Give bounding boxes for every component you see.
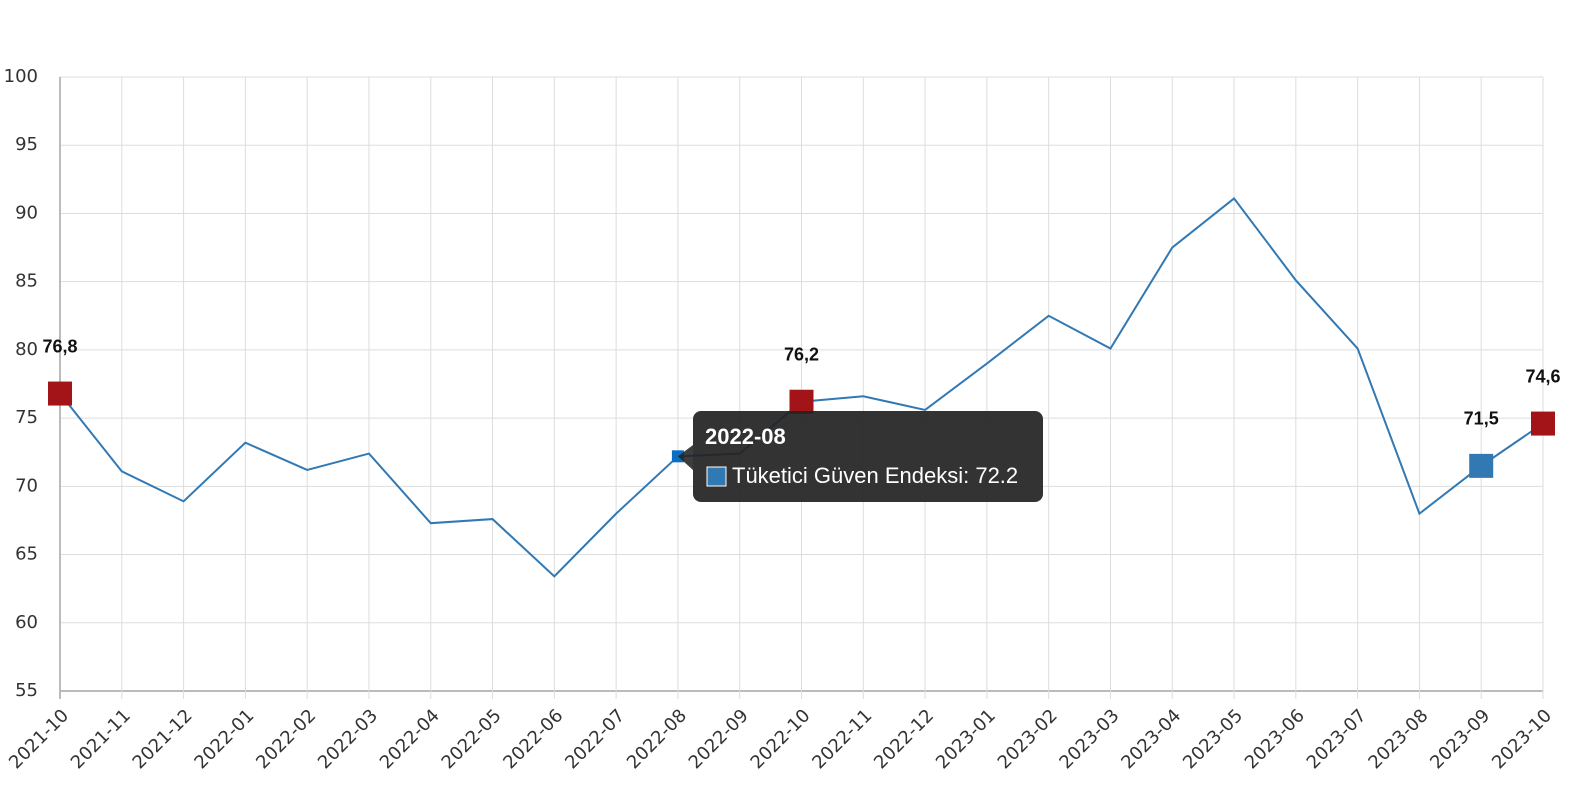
- x-tick-label: 2023-03: [1055, 705, 1123, 773]
- x-tick-label: 2022-02: [252, 705, 320, 773]
- y-tick-label: 90: [15, 202, 38, 223]
- x-tick-label: 2022-06: [499, 705, 567, 773]
- y-tick-label: 80: [15, 339, 38, 360]
- x-tick-label: 2022-08: [623, 705, 691, 773]
- value-label: 71,5: [1464, 409, 1499, 429]
- y-tick-label: 100: [4, 66, 38, 87]
- x-tick-label: 2022-05: [438, 705, 506, 773]
- x-tick-label: 2021-11: [67, 705, 135, 773]
- x-tick-label: 2022-07: [561, 705, 629, 773]
- x-tick-label: 2022-12: [870, 705, 938, 773]
- y-tick-label: 75: [15, 407, 38, 428]
- x-tick-label: 2023-04: [1117, 705, 1185, 773]
- x-tick-label: 2021-12: [129, 705, 197, 773]
- x-tick-label: 2023-05: [1179, 705, 1247, 773]
- marker: [48, 381, 72, 406]
- x-tick-label: 2022-11: [808, 705, 876, 773]
- x-tick-label: 2023-06: [1241, 705, 1309, 773]
- y-tick-label: 60: [15, 612, 38, 633]
- y-tick-label: 65: [15, 544, 38, 565]
- x-tick-label: 2023-09: [1426, 705, 1494, 773]
- x-tick-label: 2022-03: [314, 705, 382, 773]
- value-label: 74,6: [1525, 366, 1560, 386]
- value-label: 76,8: [42, 336, 77, 356]
- marker: [1531, 411, 1555, 436]
- y-tick-label: 55: [15, 680, 38, 701]
- x-tick-label: 2023-01: [932, 705, 1000, 773]
- tooltip-text: Tüketici Güven Endeksi: 72.2: [732, 463, 1018, 488]
- x-tick-label: 2021-10: [5, 705, 73, 773]
- x-tick-label: 2023-10: [1488, 705, 1556, 773]
- marker: [789, 389, 814, 414]
- x-tick-label: 2022-09: [685, 705, 753, 773]
- value-label: 76,2: [784, 344, 819, 364]
- tooltip-pointer: [677, 445, 693, 470]
- tooltip: 2022-08 Tüketici Güven Endeksi: 72.2: [671, 411, 1043, 502]
- x-tick-label: 2023-08: [1364, 705, 1432, 773]
- plot: 76,8 76,2 71,5 74,6: [42, 197, 1561, 578]
- x-tick-label: 2022-01: [190, 705, 258, 773]
- y-tick-label: 95: [15, 134, 38, 155]
- y-tick-label: 85: [15, 271, 38, 292]
- marker: [1469, 453, 1494, 478]
- x-tick-label: 2022-04: [376, 705, 444, 773]
- y-tick-label: 70: [15, 475, 38, 496]
- x-tick-label: 2023-02: [994, 705, 1062, 773]
- tooltip-swatch: [706, 466, 727, 487]
- tooltip-title: 2022-08: [705, 424, 786, 449]
- tooltip-box: [693, 411, 1043, 502]
- x-tick-label: 2023-07: [1303, 705, 1371, 773]
- x-tick-label: 2022-10: [747, 705, 815, 773]
